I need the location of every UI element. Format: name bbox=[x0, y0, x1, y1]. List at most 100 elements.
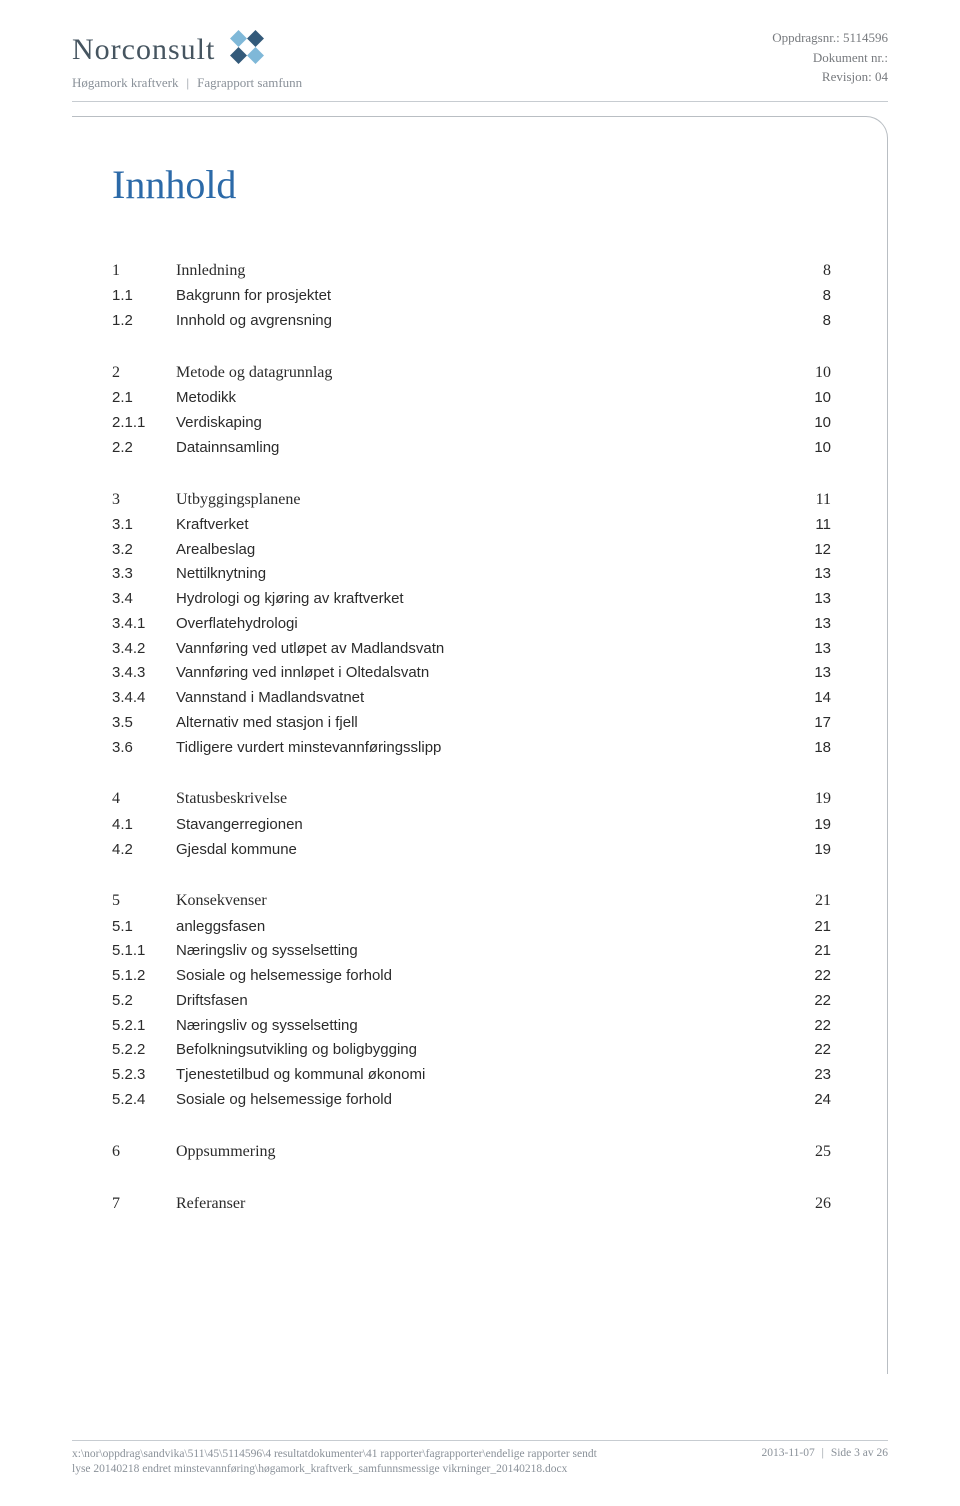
toc-page: 14 bbox=[791, 686, 831, 711]
toc-group: 4Statusbeskrivelse194.1Stavangerregionen… bbox=[112, 786, 831, 862]
toc-page: 8 bbox=[791, 284, 831, 309]
toc-num: 4.1 bbox=[112, 813, 176, 838]
toc-label: Arealbeslag bbox=[176, 538, 791, 563]
toc-label: Overflatehydrologi bbox=[176, 612, 791, 637]
logo-block: Norconsult Høgamork kraftverk | Fagr bbox=[72, 28, 302, 91]
toc-num: 5 bbox=[112, 888, 176, 914]
toc-entry: 7Referanser26 bbox=[112, 1191, 831, 1217]
toc-entry: 5.1.2Sosiale og helsemessige forhold22 bbox=[112, 964, 831, 989]
toc-entry: 4Statusbeskrivelse19 bbox=[112, 786, 831, 812]
toc-label: Vannføring ved innløpet i Oltedalsvatn bbox=[176, 661, 791, 686]
page-footer: x:\nor\oppdrag\sandvika\511\45\5114596\4… bbox=[72, 1440, 888, 1478]
page-header: Norconsult Høgamork kraftverk | Fagr bbox=[0, 0, 960, 99]
toc-page: 10 bbox=[791, 436, 831, 461]
toc-label: Konsekvenser bbox=[176, 888, 791, 914]
toc-entry: 5.2Driftsfasen22 bbox=[112, 989, 831, 1014]
toc-label: Alternativ med stasjon i fjell bbox=[176, 711, 791, 736]
footer-page-of: av bbox=[863, 1447, 874, 1459]
toc-label: Stavangerregionen bbox=[176, 813, 791, 838]
toc-num: 3 bbox=[112, 487, 176, 513]
toc-entry: 3.6Tidligere vurdert minstevannføringssl… bbox=[112, 736, 831, 761]
toc-num: 3.5 bbox=[112, 711, 176, 736]
toc-entry: 5.1.1Næringsliv og sysselsetting21 bbox=[112, 939, 831, 964]
footer-rule bbox=[72, 1440, 888, 1441]
toc-page: 8 bbox=[791, 309, 831, 334]
toc-num: 3.4.3 bbox=[112, 661, 176, 686]
toc-entry: 2Metode og datagrunnlag10 bbox=[112, 360, 831, 386]
toc-entry: 3.4.1Overflatehydrologi13 bbox=[112, 612, 831, 637]
meta-label-2: Dokument nr.: bbox=[813, 50, 888, 65]
toc-entry: 2.2Datainnsamling10 bbox=[112, 436, 831, 461]
toc-num: 3.3 bbox=[112, 562, 176, 587]
toc-num: 6 bbox=[112, 1139, 176, 1165]
meta-value-1: 5114596 bbox=[843, 30, 888, 45]
toc-page: 13 bbox=[791, 562, 831, 587]
toc-page: 13 bbox=[791, 637, 831, 662]
toc-page: 13 bbox=[791, 661, 831, 686]
toc-page: 19 bbox=[791, 838, 831, 863]
sub-right: Fagrapport samfunn bbox=[197, 75, 302, 91]
toc-page: 21 bbox=[791, 888, 831, 914]
toc-entry: 5.2.4Sosiale og helsemessige forhold24 bbox=[112, 1088, 831, 1113]
toc-num: 1 bbox=[112, 258, 176, 284]
toc-entry: 1.1Bakgrunn for prosjektet8 bbox=[112, 284, 831, 309]
footer-path-line2: lyse 20140218 endret minstevannføring\hø… bbox=[72, 1462, 597, 1478]
toc-entry: 3.2Arealbeslag12 bbox=[112, 538, 831, 563]
toc-label: Tidligere vurdert minstevannføringsslipp bbox=[176, 736, 791, 761]
toc-page: 17 bbox=[791, 711, 831, 736]
header-meta: Oppdragsnr.: 5114596 Dokument nr.: Revis… bbox=[772, 28, 888, 87]
toc-group: 2Metode og datagrunnlag102.1Metodikk102.… bbox=[112, 360, 831, 461]
toc-page: 26 bbox=[791, 1191, 831, 1217]
toc-num: 3.4.2 bbox=[112, 637, 176, 662]
toc-entry: 1Innledning8 bbox=[112, 258, 831, 284]
toc: 1Innledning81.1Bakgrunn for prosjektet81… bbox=[112, 258, 831, 1217]
toc-page: 13 bbox=[791, 612, 831, 637]
toc-num: 3.4.4 bbox=[112, 686, 176, 711]
footer-page-label: Side bbox=[831, 1447, 851, 1459]
toc-entry: 3.4.4Vannstand i Madlandsvatnet14 bbox=[112, 686, 831, 711]
toc-num: 5.1 bbox=[112, 915, 176, 940]
toc-page: 10 bbox=[791, 386, 831, 411]
toc-entry: 3.5Alternativ med stasjon i fjell17 bbox=[112, 711, 831, 736]
toc-num: 3.4 bbox=[112, 587, 176, 612]
toc-entry: 3Utbyggingsplanene11 bbox=[112, 487, 831, 513]
toc-page: 18 bbox=[791, 736, 831, 761]
toc-num: 7 bbox=[112, 1191, 176, 1217]
toc-num: 5.2.1 bbox=[112, 1014, 176, 1039]
toc-label: Metode og datagrunnlag bbox=[176, 360, 791, 386]
header-subtitle: Høgamork kraftverk | Fagrapport samfunn bbox=[72, 75, 302, 91]
toc-num: 2.1 bbox=[112, 386, 176, 411]
toc-num: 5.2 bbox=[112, 989, 176, 1014]
toc-label: Datainnsamling bbox=[176, 436, 791, 461]
toc-entry: 5.2.3Tjenestetilbud og kommunal økonomi2… bbox=[112, 1063, 831, 1088]
toc-label: Verdiskaping bbox=[176, 411, 791, 436]
toc-label: anleggsfasen bbox=[176, 915, 791, 940]
toc-label: Befolkningsutvikling og boligbygging bbox=[176, 1038, 791, 1063]
toc-num: 3.6 bbox=[112, 736, 176, 761]
toc-entry: 3.4.2Vannføring ved utløpet av Madlandsv… bbox=[112, 637, 831, 662]
toc-label: Kraftverket bbox=[176, 513, 791, 538]
toc-num: 5.1.2 bbox=[112, 964, 176, 989]
toc-page: 12 bbox=[791, 538, 831, 563]
toc-label: Statusbeskrivelse bbox=[176, 786, 791, 812]
toc-label: Gjesdal kommune bbox=[176, 838, 791, 863]
toc-page: 8 bbox=[791, 258, 831, 284]
toc-num: 5.2.4 bbox=[112, 1088, 176, 1113]
toc-label: Vannstand i Madlandsvatnet bbox=[176, 686, 791, 711]
toc-group: 3Utbyggingsplanene113.1Kraftverket113.2A… bbox=[112, 487, 831, 761]
footer-page-cur: 3 bbox=[854, 1447, 860, 1459]
toc-label: Nettilknytning bbox=[176, 562, 791, 587]
footer-pagination: 2013-11-07 | Side 3 av 26 bbox=[762, 1447, 888, 1478]
toc-page: 22 bbox=[791, 1014, 831, 1039]
toc-page: 11 bbox=[791, 513, 831, 538]
toc-page: 22 bbox=[791, 989, 831, 1014]
toc-label: Bakgrunn for prosjektet bbox=[176, 284, 791, 309]
toc-page: 23 bbox=[791, 1063, 831, 1088]
toc-entry: 1.2Innhold og avgrensning8 bbox=[112, 309, 831, 334]
toc-num: 5.2.2 bbox=[112, 1038, 176, 1063]
toc-label: Oppsummering bbox=[176, 1139, 791, 1165]
toc-entry: 5.2.1Næringsliv og sysselsetting22 bbox=[112, 1014, 831, 1039]
meta-label-3: Revisjon: bbox=[822, 69, 872, 84]
toc-label: Referanser bbox=[176, 1191, 791, 1217]
toc-num: 3.2 bbox=[112, 538, 176, 563]
